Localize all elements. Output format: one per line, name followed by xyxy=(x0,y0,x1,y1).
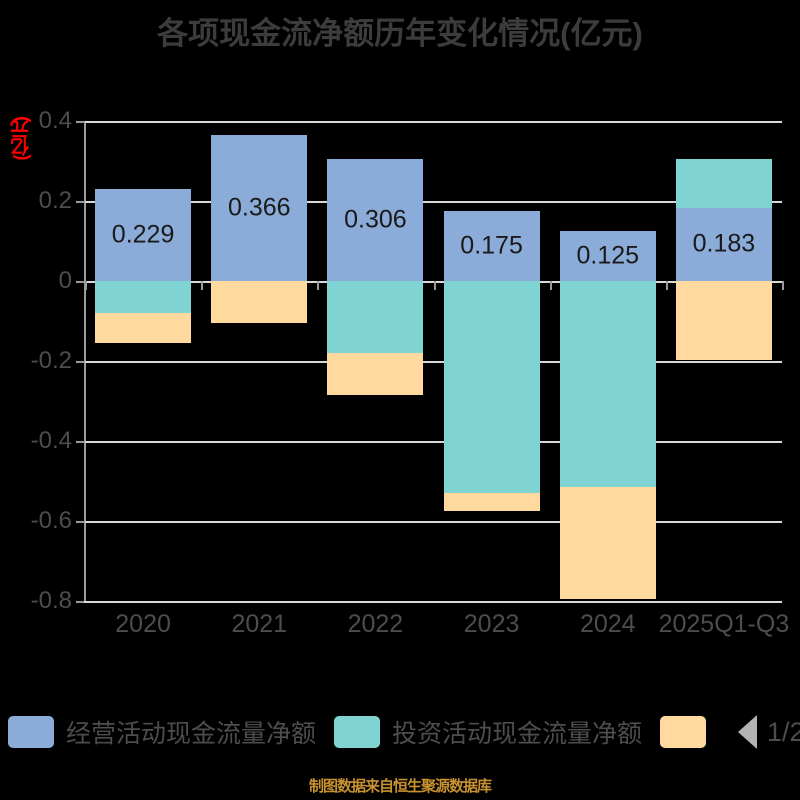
bar-segment[interactable] xyxy=(443,493,540,511)
bar-segment[interactable] xyxy=(211,134,308,281)
bar-value-label: 0.366 xyxy=(227,193,291,222)
x-axis-tick-label: 2025Q1-Q3 xyxy=(658,610,790,638)
bar-segment[interactable] xyxy=(443,211,540,281)
x-axis-tick xyxy=(317,281,320,290)
x-axis-tick xyxy=(433,281,436,290)
x-axis-tick xyxy=(201,281,204,290)
legend-pager: 1/2 xyxy=(738,715,800,749)
pager-prev-icon[interactable] xyxy=(738,715,758,749)
x-axis-tick-label: 2023 xyxy=(463,610,520,638)
bar-value-label: 0.306 xyxy=(344,205,407,234)
y-axis-labels: 0.4 0.2 0 -0.2 -0.4 -0.6 -0.8 xyxy=(0,107,72,614)
x-axis-tick xyxy=(549,281,552,290)
x-axis-line xyxy=(84,601,782,603)
y-axis-tick xyxy=(76,521,85,523)
plot-area: 0.229 0.366 0.306 0.175 0.125 0.183 xyxy=(76,121,784,603)
legend-label-investing-cash-flow: 投资活动现金流量净额 xyxy=(392,720,643,748)
gridline xyxy=(85,201,782,203)
footer-note: 制图数据来自恒生聚源数据库 xyxy=(308,778,492,795)
y-axis-tick xyxy=(76,361,85,363)
bar-segment[interactable] xyxy=(327,353,424,395)
bar-segment[interactable] xyxy=(211,281,308,323)
x-axis-tick-label: 2021 xyxy=(231,610,288,638)
gridline xyxy=(85,121,782,123)
legend-item-investing-cash-flow[interactable]: 投资活动现金流量净额 xyxy=(334,714,642,750)
x-axis-tick xyxy=(782,281,784,290)
bar-segment[interactable] xyxy=(675,281,772,361)
bar-value-label: 0.125 xyxy=(576,241,640,270)
y-axis-tick-label: 0.2 xyxy=(38,187,72,214)
bar-segment[interactable] xyxy=(559,281,656,487)
x-axis-tick xyxy=(85,281,87,290)
gridline xyxy=(85,441,782,443)
y-axis-tick xyxy=(76,121,85,123)
pager-page-indicator: 1/2 xyxy=(767,716,800,747)
bar-segment[interactable] xyxy=(327,158,424,281)
legend-item-operating-cash-flow[interactable]: 经营活动现金流量净额 xyxy=(8,714,316,750)
gridline xyxy=(85,361,782,363)
y-axis-tick xyxy=(76,201,85,203)
bar-segment[interactable] xyxy=(95,313,192,343)
y-axis-tick-label: 0 xyxy=(58,267,72,294)
bar-segment[interactable] xyxy=(559,487,656,599)
x-axis-tick-label: 2020 xyxy=(115,610,171,638)
bar-segment[interactable] xyxy=(327,281,424,353)
y-axis-tick xyxy=(76,281,85,283)
legend-swatch-operating-cash-flow xyxy=(8,716,54,748)
legend-swatch-investing-cash-flow xyxy=(334,716,381,748)
page-title: 各项现金流净额历年变化情况(亿元) xyxy=(157,16,643,51)
bar-segment[interactable] xyxy=(95,189,192,281)
y-axis-tick xyxy=(76,441,85,443)
y-axis-tick-label: -0.4 xyxy=(30,427,72,454)
bar-segment[interactable] xyxy=(443,281,540,493)
y-axis-tick-label: -0.6 xyxy=(30,507,72,534)
x-axis-tick-label: 2024 xyxy=(579,610,636,638)
bar-value-label: 0.183 xyxy=(692,229,756,258)
bar-value-label: 0.229 xyxy=(111,220,175,249)
legend-item-financing-cash-flow[interactable] xyxy=(660,716,718,748)
bar-segment[interactable] xyxy=(559,231,656,281)
y-axis-tick-label: -0.2 xyxy=(30,347,72,374)
y-axis-tick-label: 0.4 xyxy=(38,107,72,134)
bar-segment[interactable] xyxy=(675,159,772,208)
x-axis-tick-label: 2022 xyxy=(347,610,404,638)
y-axis-tick xyxy=(76,601,85,603)
bar-segment[interactable] xyxy=(95,281,192,313)
chart-legend: 经营活动现金流量净额 投资活动现金流量净额 1/2 xyxy=(0,708,800,756)
y-axis-tick-label: -0.8 xyxy=(30,587,72,614)
legend-label-operating-cash-flow: 经营活动现金流量净额 xyxy=(66,720,317,748)
legend-swatch-financing-cash-flow xyxy=(660,716,707,748)
bar-segment[interactable] xyxy=(675,207,772,281)
gridline xyxy=(85,521,782,523)
bar-value-label: 0.175 xyxy=(460,231,523,260)
x-axis-tick xyxy=(665,281,668,290)
